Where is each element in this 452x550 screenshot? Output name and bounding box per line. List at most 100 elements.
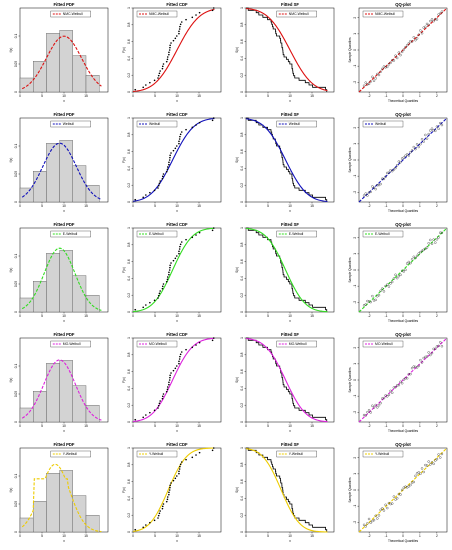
legend-label: NMC-Weibull (289, 12, 309, 16)
y-tick-label: -2 (353, 521, 357, 524)
qq-point (439, 12, 442, 15)
qq-point (400, 50, 404, 54)
qq-point (379, 182, 382, 186)
x-tick-label: 1 (419, 314, 421, 318)
qq-point (420, 467, 424, 470)
ecdf-point (153, 409, 156, 412)
histogram-bar (46, 143, 60, 203)
y-axis-label: S(x) (235, 157, 239, 163)
legend-label: Y-Weibull (63, 452, 77, 456)
ecdf-point (162, 63, 165, 65)
ecdf-point (153, 79, 156, 82)
ecdf-point (178, 250, 180, 253)
qq-point (435, 345, 439, 348)
ecdf-point (179, 353, 182, 356)
qq-point (407, 154, 410, 157)
legend-box (50, 340, 91, 348)
qq-point (396, 276, 399, 280)
ecdf-point (170, 482, 172, 484)
ecdf-point (212, 447, 215, 449)
qq-point (399, 380, 402, 384)
legend-box (362, 230, 404, 238)
y-tick-label: 1 (353, 253, 357, 255)
y-tick-label: 0.8 (240, 132, 244, 137)
qq-point (397, 51, 401, 54)
x-tick-label: -2 (368, 94, 371, 98)
ecdf-point (168, 159, 171, 161)
x-axis-label: x (289, 319, 291, 323)
ecdf-point (134, 418, 137, 421)
y-tick-label: 0.05 (14, 171, 18, 177)
legend-box (276, 120, 317, 128)
qq-point (386, 65, 389, 69)
qq-point (387, 285, 391, 288)
y-tick-label: 0 (353, 269, 357, 271)
ecdf-point (159, 510, 161, 512)
ecdf-point (169, 154, 171, 157)
y-tick-label: -1 (353, 285, 357, 288)
y-tick-label: 0.05 (14, 501, 18, 507)
qq-point (386, 506, 389, 510)
x-axis-label: Theoretical Quantiles (388, 429, 419, 433)
panel-title: QQ-plot (395, 332, 411, 337)
ecdf-point (180, 241, 183, 243)
ecdf-point (174, 257, 177, 260)
qq-point (429, 353, 432, 357)
qq-point (437, 13, 440, 16)
y-tick-label: 0 (353, 379, 357, 381)
qq-point (429, 238, 432, 242)
y-tick-label: 0.05 (14, 61, 18, 67)
y-axis-label: Sample Quantiles (348, 37, 352, 63)
x-axis-label: x (289, 429, 291, 433)
x-tick-label: 0 (245, 314, 247, 318)
x-tick-label: 10 (62, 314, 66, 318)
x-tick-label: 5 (154, 534, 156, 538)
histogram-bar (59, 250, 73, 313)
y-tick-label: 0.6 (240, 259, 244, 264)
y-tick-label: 0.6 (127, 259, 131, 264)
qq-point (364, 192, 367, 195)
histogram-bar (33, 391, 47, 423)
legend-label: Weibull (375, 122, 386, 126)
histogram-bar (72, 55, 87, 93)
x-tick-label: 0 (19, 314, 21, 318)
qq-point (419, 142, 422, 146)
x-tick-label: 1 (419, 204, 421, 208)
histogram-bar (46, 33, 60, 93)
qq-point (439, 231, 442, 234)
panel-r1-c3: QQ-plot -2 -1 0 1 2 -2 -1 0 1 2 Theoretical Quantil… (348, 112, 448, 213)
y-tick-label: 0.2 (127, 293, 131, 298)
qq-point (414, 365, 417, 369)
qq-point (414, 38, 417, 42)
panel-title: Fitted SF (281, 442, 299, 447)
qq-point (387, 171, 391, 174)
qq-point (391, 169, 394, 173)
ecdf-point (169, 486, 171, 489)
ecdf-point (212, 337, 215, 339)
qq-point (404, 268, 407, 272)
qq-point (420, 361, 424, 364)
histogram-bar (59, 360, 73, 423)
ecdf-point (172, 479, 175, 482)
qq-point (427, 132, 430, 136)
qq-point (377, 183, 381, 187)
x-tick-label: 0 (245, 534, 247, 538)
qq-point (405, 153, 409, 156)
qq-point (384, 284, 387, 288)
legend-label: E-Weibull (63, 232, 78, 236)
panel-r2-c3: QQ-plot -2 -1 0 1 2 -2 -1 0 1 2 Theoretical Quantil… (348, 222, 448, 323)
x-tick-label: 15 (197, 314, 201, 318)
legend-box (136, 450, 178, 458)
ecdf-point (191, 16, 194, 19)
y-tick-label: 1 (127, 337, 131, 339)
ecdf-point (157, 74, 160, 77)
qq-point (404, 377, 407, 380)
qq-reference-line (358, 227, 448, 313)
legend-box (362, 120, 404, 128)
y-axis-label: f(x) (9, 268, 13, 273)
plot-box (245, 227, 335, 313)
panel-title: Fitted PDF (54, 332, 75, 337)
ecdf-point (168, 383, 170, 386)
y-tick-label: 0.6 (240, 149, 244, 154)
x-tick-label: 10 (62, 424, 66, 428)
